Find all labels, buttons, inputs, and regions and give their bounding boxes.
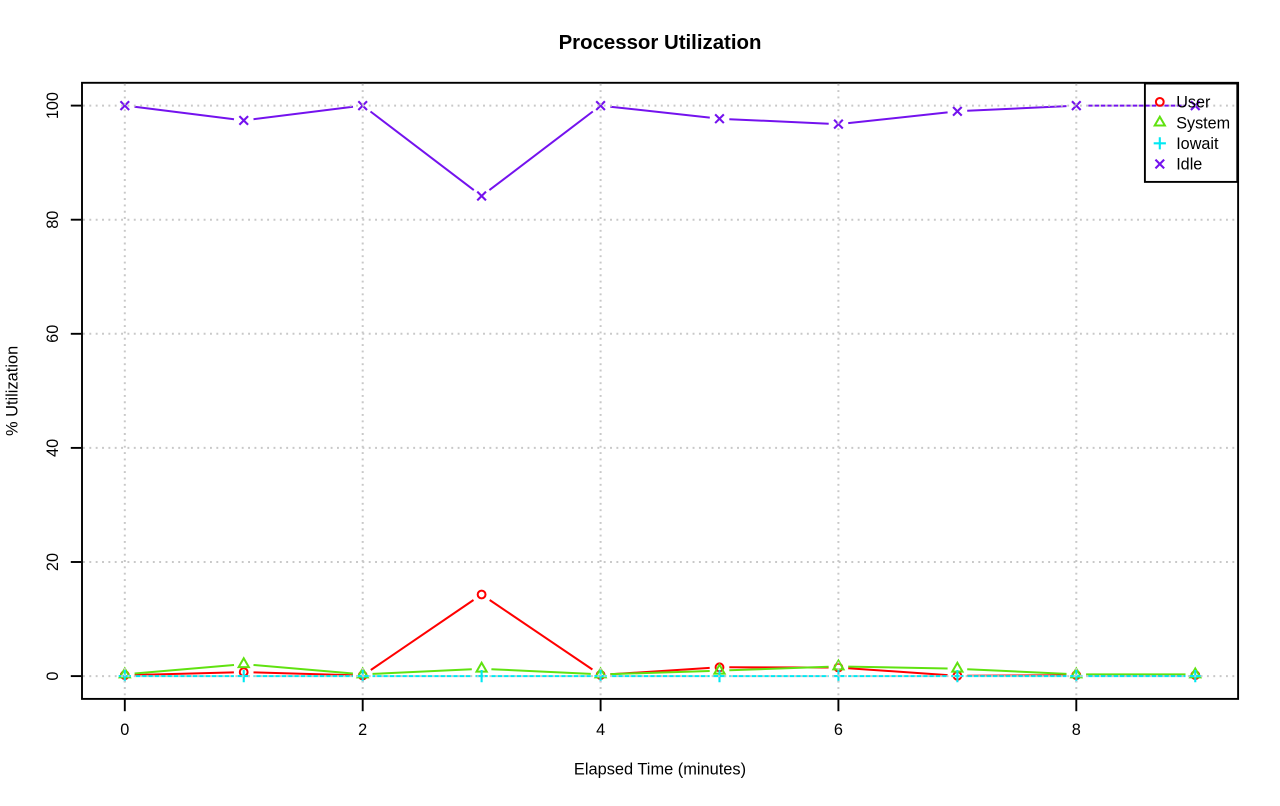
svg-text:% Utilization: % Utilization — [4, 346, 22, 436]
svg-text:System: System — [1176, 114, 1230, 132]
svg-text:2: 2 — [358, 721, 367, 739]
svg-text:6: 6 — [834, 721, 843, 739]
svg-text:20: 20 — [44, 553, 62, 571]
svg-text:100: 100 — [44, 92, 62, 119]
svg-text:0: 0 — [120, 721, 129, 739]
svg-text:80: 80 — [44, 211, 62, 229]
svg-text:0: 0 — [44, 672, 62, 681]
svg-text:60: 60 — [44, 325, 62, 343]
svg-text:User: User — [1176, 94, 1211, 112]
svg-text:8: 8 — [1072, 721, 1081, 739]
svg-text:Elapsed Time (minutes): Elapsed Time (minutes) — [574, 761, 746, 779]
svg-text:Processor Utilization: Processor Utilization — [559, 32, 762, 54]
svg-text:4: 4 — [596, 721, 605, 739]
svg-text:Idle: Idle — [1176, 156, 1202, 174]
svg-text:40: 40 — [44, 439, 62, 457]
svg-text:Iowait: Iowait — [1176, 135, 1219, 153]
